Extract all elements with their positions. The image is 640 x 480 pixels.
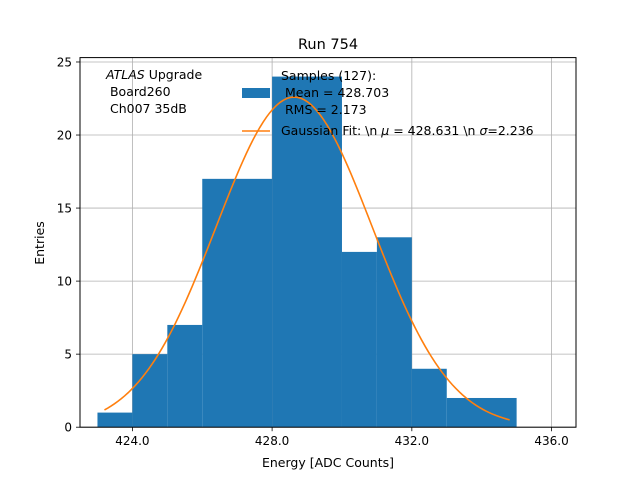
histogram-bar (411, 368, 447, 428)
legend-fit-sigma: σ (479, 123, 488, 138)
legend-histogram-swatch (242, 88, 270, 98)
fit-curve-line (104, 96, 510, 421)
x-tick-label: 424.0 (115, 434, 149, 448)
legend-samples-line-2: Mean = 428.703 (281, 85, 389, 100)
gaussian-fit-curve (104, 96, 510, 421)
y-axis-ticks: 0 5 10 15 20 25 (57, 55, 80, 435)
x-tick-label: 432.0 (395, 434, 429, 448)
axes-frame (79, 57, 577, 428)
annotation-atlas: ATLAS (105, 67, 145, 82)
y-tick-label: 0 (64, 421, 72, 435)
histogram-bar (376, 237, 412, 428)
histogram-bar (272, 76, 342, 428)
annotation-line-2: Board260 (106, 84, 171, 99)
y-axis-label: Entries (32, 221, 47, 265)
annotation-line-1: ATLAS Upgrade (105, 67, 202, 82)
histogram-bars (97, 76, 517, 428)
y-tick-label: 20 (57, 129, 72, 143)
legend-fit-mu-value: = 428.631 \n (389, 123, 479, 138)
annotation-line-3: Ch007 35dB (106, 101, 187, 116)
legend-fit-sigma-value: =2.236 (487, 123, 533, 138)
histogram-bar (341, 251, 377, 428)
legend-samples-line-3: RMS = 2.173 (281, 102, 367, 117)
histogram-bar (167, 324, 203, 428)
atlas-annotation: ATLAS Upgrade Board260 Ch007 35dB (105, 67, 202, 116)
x-axis-label: Energy [ADC Counts] (262, 455, 394, 470)
chart-title: Run 754 (298, 37, 358, 53)
y-tick-label: 25 (57, 55, 72, 69)
x-axis-ticks: 424.0 428.0 432.0 436.0 (115, 427, 569, 448)
legend-fit-prefix: Gaussian Fit: \n (281, 123, 381, 138)
legend-fit-label: Gaussian Fit: \n μ = 428.631 \n σ=2.236 (281, 123, 534, 138)
legend: Samples (127): Mean = 428.703 RMS = 2.17… (242, 68, 534, 138)
histogram-bar (132, 354, 168, 428)
y-tick-label: 10 (57, 275, 72, 289)
annotation-upgrade: Upgrade (145, 67, 203, 82)
histogram-bar (202, 178, 273, 428)
x-tick-label: 436.0 (534, 434, 568, 448)
legend-fit-mu: μ (380, 123, 389, 138)
histogram-bar (446, 397, 517, 428)
x-tick-label: 428.0 (255, 434, 289, 448)
y-tick-label: 5 (64, 348, 72, 362)
legend-samples-line-1: Samples (127): (281, 68, 376, 83)
y-tick-label: 15 (57, 202, 72, 216)
histogram-bar (97, 412, 133, 428)
